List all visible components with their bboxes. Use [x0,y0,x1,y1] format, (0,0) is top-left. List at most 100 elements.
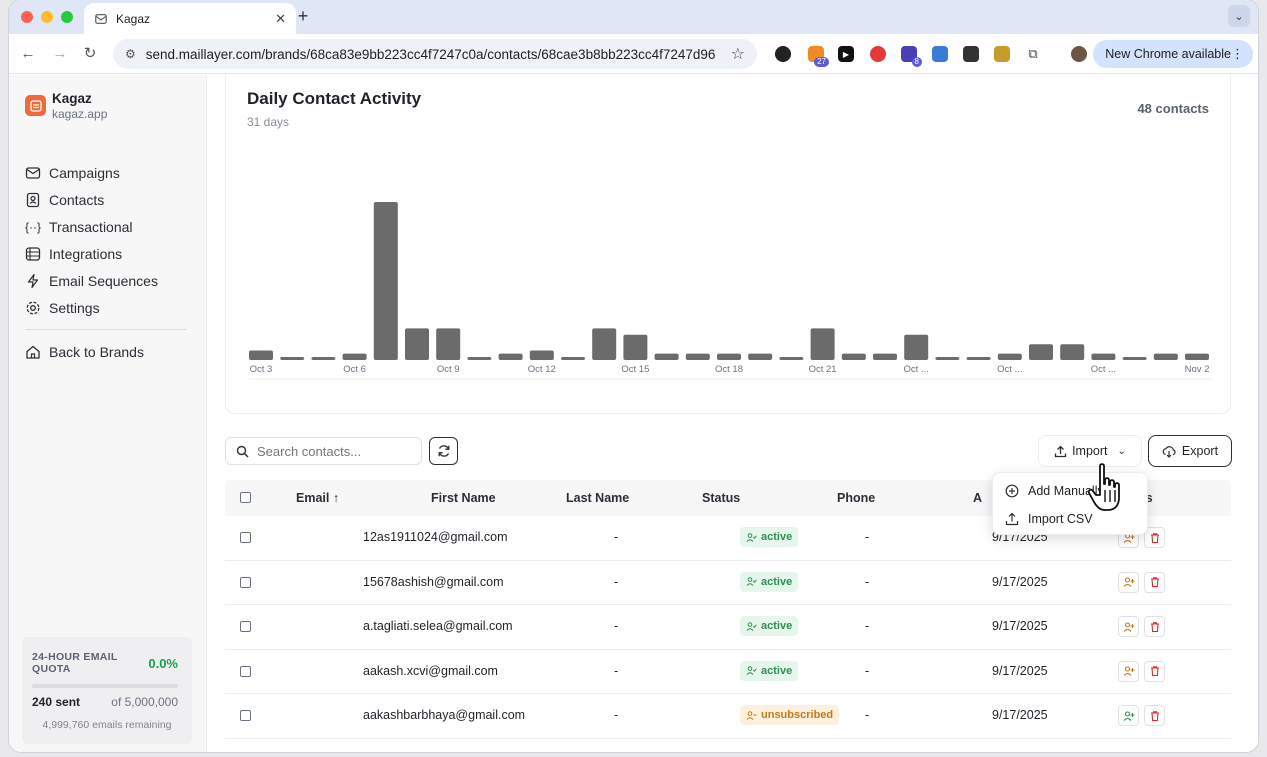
toggle-subscription-button[interactable] [1118,705,1139,726]
chart-bar[interactable] [342,353,367,360]
chart-bar[interactable] [685,353,710,360]
row-checkbox[interactable] [240,665,251,677]
chart-bar[interactable] [966,357,991,360]
extension-2-icon[interactable]: 27 [808,46,829,67]
chart-bar[interactable] [1153,353,1178,360]
chart-bar[interactable] [1091,353,1116,360]
header-phone[interactable]: Phone [837,491,876,505]
extension-8-icon[interactable] [994,46,1010,62]
chart-bar[interactable] [779,357,804,360]
menu-item-add-manually[interactable]: Add Manually [1005,481,1104,501]
sidebar-item-contacts[interactable]: Contacts [25,186,191,213]
sidebar-item-back-to-brands[interactable]: Back to Brands [25,338,191,365]
chart-bar[interactable] [810,328,835,360]
toggle-subscription-button[interactable] [1118,571,1139,593]
bookmark-star-icon[interactable]: ☆ [730,46,745,63]
extension-4-icon[interactable] [870,46,886,62]
chart-bar[interactable] [748,353,773,360]
chart-bar[interactable] [280,357,305,360]
extension-6-icon[interactable] [932,46,948,62]
trash-icon [1149,576,1161,588]
sidebar-item-email-sequences[interactable]: Email Sequences [25,267,191,294]
chart-bar[interactable] [873,353,897,360]
header-status[interactable]: Status [702,491,741,505]
row-checkbox[interactable] [240,621,251,632]
chart-bar[interactable] [529,350,554,360]
chart-bar[interactable] [997,353,1022,360]
header-email[interactable]: Email ↑ [296,491,340,505]
chart-bar[interactable] [1185,353,1209,360]
chart-bar[interactable] [1060,344,1085,360]
chart-bar[interactable] [436,328,461,360]
reload-icon[interactable]: ↻ [83,45,97,62]
table-row[interactable]: 15678ashish@gmail.com - active - 9/17/2025 [225,561,1231,605]
delete-contact-button[interactable] [1144,571,1165,593]
menu-item-import-csv[interactable]: Import CSV [1005,509,1093,529]
delete-contact-button[interactable] [1144,660,1165,682]
chart-bar[interactable] [841,353,866,360]
forward-arrow-icon[interactable]: → [52,45,68,62]
refresh-button[interactable] [429,437,458,465]
browser-tab[interactable]: Kagaz ✕ [84,3,296,34]
delete-contact-button[interactable] [1144,527,1165,548]
toggle-subscription-button[interactable] [1118,660,1139,682]
table-row[interactable]: a.tagliati.selea@gmail.com - active - 9/17/2… [225,605,1231,650]
close-window-button[interactable] [21,11,33,23]
chart-bar[interactable] [623,334,648,360]
header-added[interactable]: A [973,491,983,505]
profile-avatar[interactable] [1071,46,1087,62]
extension-3-icon[interactable]: ▶ [838,46,854,62]
back-arrow-icon[interactable]: ← [20,45,36,62]
export-button[interactable]: Export [1148,435,1232,467]
new-chrome-button[interactable]: New Chrome available ⋮ [1093,40,1253,68]
chart-bar[interactable] [311,357,336,360]
address-bar[interactable]: ⚙ send.maillayer.com/brands/68ca83e9bb22… [113,39,757,69]
chart-bar[interactable] [373,202,398,360]
sidebar-item-integrations[interactable]: Integrations [25,240,191,267]
table-row[interactable]: aakashbarbhaya@gmail.com - unsubscribed - 9/… [225,694,1231,739]
integrations-icon [25,246,41,262]
select-all-checkbox[interactable] [240,492,251,503]
tab-search-button[interactable]: ⌄ [1228,5,1250,27]
chart-bar[interactable] [654,353,679,360]
chart-bar[interactable] [405,328,429,360]
chart-bar[interactable] [592,328,617,360]
extension-5-icon[interactable]: 8 [901,46,922,67]
sidebar-item-transactional[interactable]: {··} Transactional [25,213,191,240]
row-checkbox[interactable] [240,576,251,588]
kebab-menu-icon[interactable]: ⋮ [1231,46,1244,61]
sidebar-item-settings[interactable]: Settings [25,294,191,321]
maximize-window-button[interactable] [61,11,73,23]
delete-contact-button[interactable] [1144,705,1165,726]
row-checkbox[interactable] [240,532,251,543]
minimize-window-button[interactable] [41,11,53,23]
toggle-subscription-button[interactable] [1118,616,1139,637]
chart-bar[interactable] [1029,344,1053,360]
chart-bar[interactable] [467,357,492,360]
search-input[interactable] [257,443,407,459]
chart-tick-label: Oct ... [1091,364,1116,375]
header-last-name[interactable]: Last Name [566,491,630,505]
delete-contact-button[interactable] [1144,616,1165,637]
chart-bar[interactable] [904,334,929,360]
table-row[interactable]: aakash.xcvi@gmail.com - active - 9/17/2025 [225,650,1231,694]
header-first-name[interactable]: First Name [431,491,496,505]
chart-bar[interactable] [498,353,523,360]
chart-bar[interactable] [249,350,273,360]
sidebar-item-campaigns[interactable]: Campaigns [25,159,191,186]
row-checkbox[interactable] [240,710,251,721]
site-settings-icon[interactable]: ⚙ [125,47,136,61]
cell-first-name: - [614,530,619,544]
extension-7-icon[interactable] [963,46,979,62]
search-box[interactable] [225,437,422,465]
chart-bar[interactable] [717,353,741,360]
chart-bar[interactable] [935,357,960,360]
extension-1-icon[interactable] [775,46,791,62]
close-tab-icon[interactable]: ✕ [275,10,286,26]
chart-bar[interactable] [561,357,585,360]
import-button[interactable]: Import ⌄ [1038,435,1142,467]
extensions-puzzle-icon[interactable]: ⧉ [1025,46,1041,62]
brand-header[interactable]: Kagaz kagaz.app [25,91,107,121]
new-tab-button[interactable]: + [297,6,309,26]
chart-bar[interactable] [1122,357,1147,360]
